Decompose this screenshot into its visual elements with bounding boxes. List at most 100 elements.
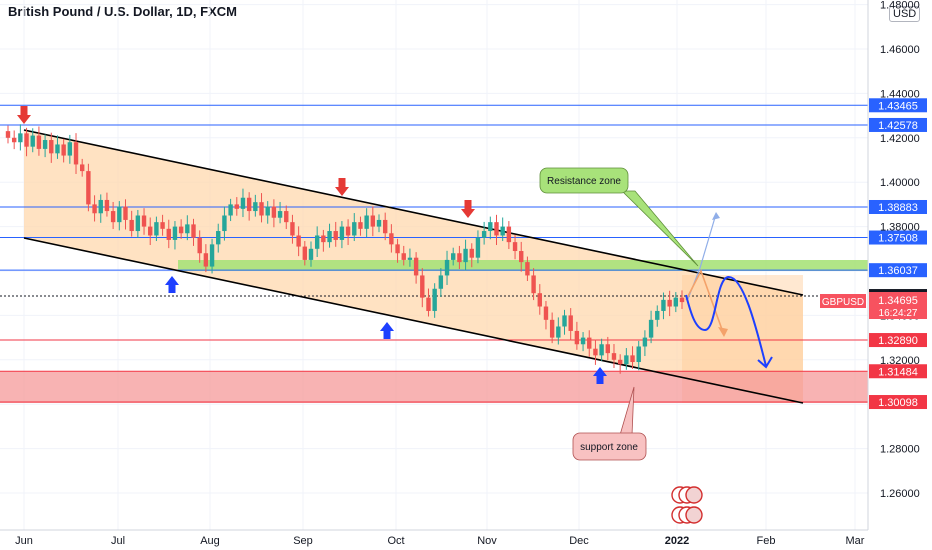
candle-body: [216, 231, 221, 245]
bottom-arrow-2: [380, 322, 394, 339]
candle-body: [42, 140, 48, 149]
level-tag: [869, 333, 927, 348]
candle-body: [389, 233, 394, 245]
time-tick-label: Oct: [387, 535, 404, 547]
time-axis[interactable]: Jun Jul Aug Sep Oct Nov Dec 2022 Feb Mar: [15, 535, 865, 547]
price-tick-label: 1.40000: [880, 177, 920, 189]
candle-body: [358, 222, 363, 229]
candle-body: [302, 246, 308, 260]
candle-body: [240, 197, 246, 209]
candle-body: [420, 275, 425, 298]
candle-body: [352, 222, 357, 236]
chart-title: British Pound / U.S. Dollar, 1D, FXCM: [8, 4, 237, 19]
level-tag: [869, 199, 927, 214]
candle-body: [376, 219, 382, 227]
candle-body: [580, 337, 586, 345]
resistance-callout[interactable]: Resistance zone: [539, 167, 699, 267]
candle-body: [617, 359, 623, 365]
support-zone: [0, 371, 868, 403]
price-axis[interactable]: 1.260001.280001.300001.320001.340001.360…: [880, 0, 920, 500]
candle-body: [667, 299, 672, 307]
candle-body: [413, 257, 419, 276]
level-tag-label: 1.32890: [878, 335, 918, 347]
candle-body: [661, 299, 666, 311]
candle-body: [30, 135, 35, 147]
candle-body: [265, 206, 270, 216]
candle-body: [426, 297, 431, 311]
projection-path-blue[interactable]: [685, 276, 767, 367]
economic-events[interactable]: [671, 486, 703, 524]
candle-body: [172, 226, 178, 240]
candle-body: [284, 211, 289, 223]
time-tick-label: Sep: [293, 535, 313, 547]
candle-body: [679, 297, 685, 303]
candle-body: [562, 315, 567, 327]
candle-body: [67, 142, 73, 156]
level-tag: [869, 117, 927, 132]
projection-blue-head: [757, 356, 773, 369]
time-tick-label: Jul: [111, 535, 125, 547]
channel-bottom-line[interactable]: [23, 237, 804, 404]
candle-body: [160, 222, 165, 229]
candle-body: [253, 202, 258, 212]
time-tick-label: Dec: [569, 535, 589, 547]
candle-body: [624, 355, 629, 365]
projection-path-orange: [685, 269, 725, 336]
price-tick-label: 1.46000: [880, 44, 920, 56]
candle-body: [438, 275, 444, 289]
candle-body: [141, 215, 147, 227]
candle-body: [364, 215, 369, 229]
candle-body: [556, 326, 561, 338]
price-tick-label: 1.42000: [880, 133, 920, 145]
candle-body: [246, 197, 252, 212]
candle-body: [642, 337, 648, 347]
symbol-tag: [820, 294, 866, 308]
level-tag-label: 1.37508: [878, 233, 918, 245]
level-tag: [869, 230, 927, 245]
candle-body: [178, 226, 184, 234]
candle-body: [277, 211, 283, 218]
candle-body: [568, 315, 573, 331]
candle-body: [451, 253, 456, 260]
candle-body: [61, 144, 66, 156]
candle-body: [370, 215, 376, 227]
support-callout[interactable]: support zone: [572, 386, 647, 461]
candle-body: [290, 222, 295, 236]
candle-body: [321, 235, 326, 243]
time-tick-label: Aug: [200, 535, 220, 547]
time-tick-label: Feb: [757, 535, 776, 547]
candle-body: [574, 330, 580, 345]
candle-body: [481, 231, 487, 238]
candle-body: [259, 202, 264, 216]
candle-body: [395, 244, 400, 254]
candle-body: [593, 348, 598, 356]
price-tick-label: 1.48000: [880, 0, 920, 12]
time-tick-label: Mar: [846, 535, 865, 547]
level-tag: [869, 263, 927, 278]
candle-body: [648, 319, 654, 338]
candle-body: [469, 248, 474, 258]
channel-top-line[interactable]: [23, 129, 804, 296]
candle-body: [24, 133, 29, 147]
price-tick-label: 1.32000: [880, 355, 920, 367]
candle-body: [655, 310, 660, 320]
level-tag-label: 1.31484: [878, 366, 918, 378]
candle-body: [234, 204, 239, 209]
level-tag-label: 1.42578: [878, 120, 918, 132]
top-arrow-1: [17, 106, 31, 124]
candle-body: [55, 144, 60, 154]
candle-body: [506, 226, 512, 243]
candle-body: [605, 344, 610, 354]
candle-body: [519, 251, 524, 263]
candle-body: [222, 215, 227, 232]
level-lines: [0, 104, 868, 403]
candle-body: [314, 235, 320, 249]
currency-button[interactable]: USD: [889, 6, 921, 22]
candle-body: [543, 306, 549, 320]
candle-body: [407, 257, 413, 260]
candle-body: [599, 344, 604, 356]
candle-body: [11, 137, 17, 143]
candle-body: [166, 228, 171, 240]
candle-body: [98, 199, 103, 214]
